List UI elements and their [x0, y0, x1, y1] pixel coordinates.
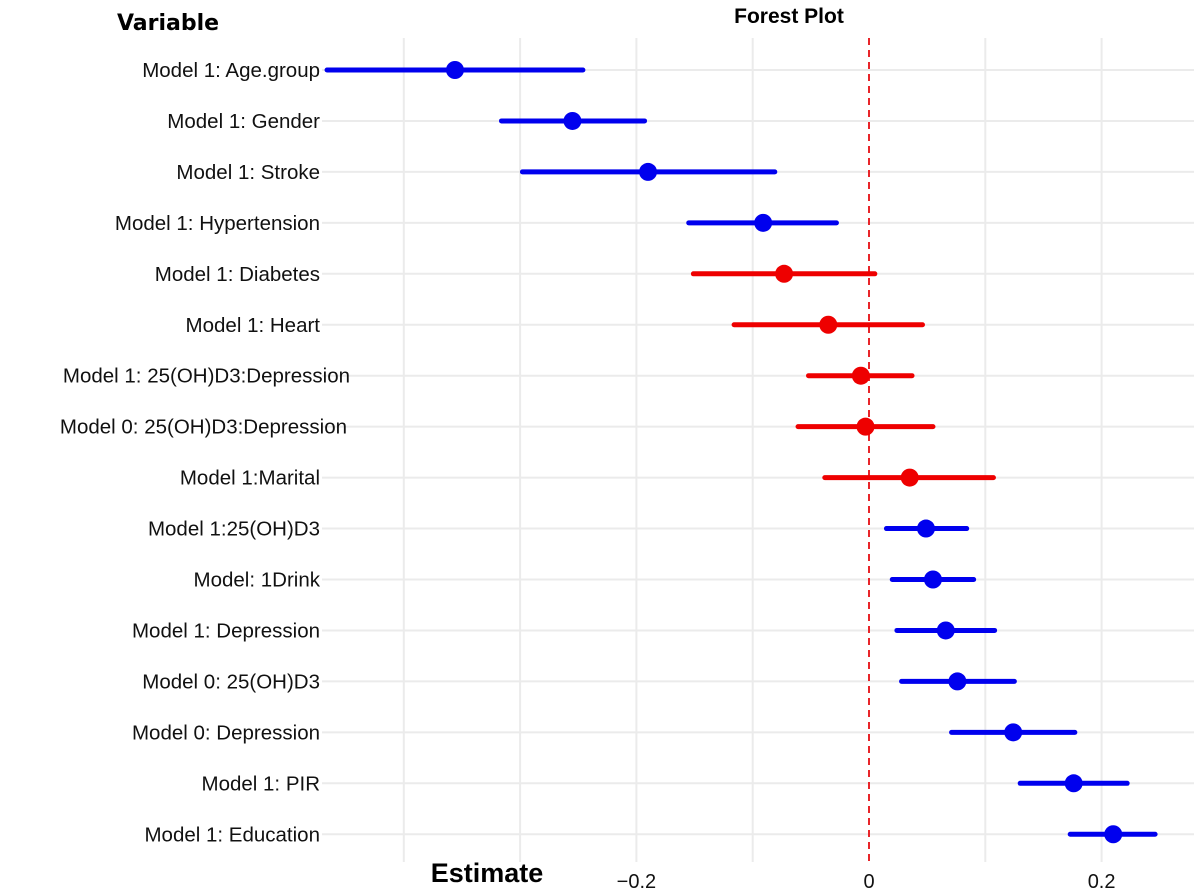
category-labels: Model 1: Age.group Model 1: Gender Model 1… [60, 59, 350, 846]
estimate-point [1104, 825, 1123, 844]
category-label: Model 1: Gender [167, 110, 320, 133]
category-label: Model 1: Hypertension [115, 212, 320, 235]
category-label: Model 0: Depression [132, 721, 320, 744]
estimate-point [900, 468, 919, 487]
x-tick-label: 0.2 [1088, 871, 1116, 893]
estimate-point [1004, 723, 1023, 742]
x-tick-label: −0.2 [617, 871, 656, 893]
category-label: Model 1:Marital [180, 467, 320, 490]
category-label: Model 0: 25(OH)D3 [142, 670, 320, 693]
category-label: Model 1: Depression [132, 619, 320, 642]
x-axis-ticks: −0.2 0 0.2 [617, 871, 1116, 893]
estimate-point [445, 61, 464, 79]
estimate-point [856, 417, 875, 436]
category-label: Model 1: Heart [186, 314, 321, 337]
estimate-point [639, 162, 658, 181]
category-label: Model 1: 25(OH)D3:Depression [63, 365, 350, 388]
gridlines [322, 38, 1194, 862]
estimate-point [948, 672, 967, 691]
estimate-point [775, 264, 794, 283]
category-label: Model 1: Diabetes [155, 263, 320, 286]
category-label: Model 1: Stroke [176, 161, 320, 184]
category-label: Model 0: 25(OH)D3:Depression [60, 416, 347, 439]
estimate-marks [324, 61, 1158, 844]
estimate-point [923, 570, 942, 589]
estimate-point [754, 213, 773, 232]
estimate-point [819, 315, 838, 334]
category-label: Model 1:25(OH)D3 [148, 518, 320, 541]
category-label: Model 1: Age.group [142, 59, 320, 82]
y-axis-title: Variable [117, 11, 219, 36]
chart-title: Forest Plot [734, 5, 844, 28]
category-label: Model 1: Education [144, 823, 320, 846]
category-label: Model: 1Drink [194, 569, 321, 592]
category-label: Model 1: PIR [202, 772, 321, 795]
estimate-point [916, 519, 935, 538]
estimate-point [936, 621, 955, 640]
x-tick-label: 0 [863, 871, 874, 893]
estimate-point [1064, 774, 1083, 793]
estimate-point [563, 111, 582, 130]
x-axis-title: Estimate [431, 858, 544, 888]
estimate-point [851, 366, 870, 385]
